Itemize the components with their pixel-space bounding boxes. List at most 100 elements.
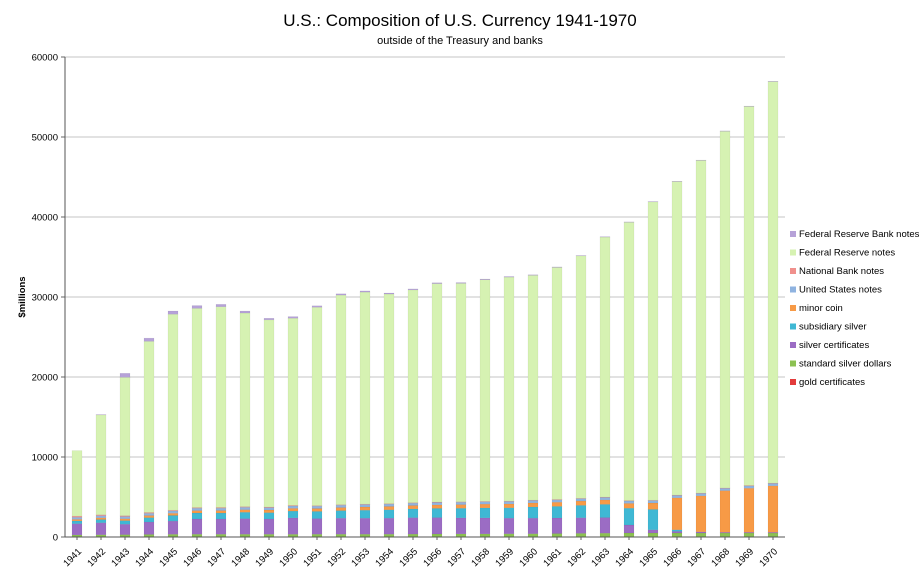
bar-segment <box>119 520 131 525</box>
bar-segment <box>575 500 587 506</box>
bar-segment <box>743 532 755 538</box>
chart-title: U.S.: Composition of U.S. Currency 1941-… <box>283 11 636 30</box>
bar-segment <box>95 414 107 516</box>
bar-segment <box>623 507 635 526</box>
x-tick-label: 1970 <box>757 546 780 569</box>
bar-segment <box>359 509 371 519</box>
bar-segment <box>335 294 347 505</box>
bar-segment <box>479 279 491 502</box>
bar-segment <box>407 288 419 291</box>
x-tick-label: 1943 <box>109 546 132 569</box>
bar-segment <box>479 533 491 538</box>
bar-segment <box>455 533 467 537</box>
bar-segment <box>479 501 491 505</box>
bar-segment <box>695 532 707 538</box>
bar-segment <box>767 532 779 538</box>
bar-segment <box>167 310 179 315</box>
bar-segment <box>503 276 515 278</box>
bar-segment <box>335 510 347 519</box>
legend-swatch <box>790 231 796 237</box>
legend-label: gold certificates <box>799 377 865 388</box>
bar-segment <box>167 512 179 516</box>
x-tick-label: 1958 <box>469 546 492 569</box>
bar-segment <box>551 499 563 503</box>
bar-segment <box>599 497 611 501</box>
bar-segment <box>359 290 371 293</box>
bar-segment <box>407 505 419 510</box>
bar-segment <box>215 512 227 520</box>
x-tick-label: 1953 <box>349 546 372 569</box>
bar-segment <box>239 509 251 513</box>
x-tick-label: 1941 <box>61 546 84 569</box>
bar-segment <box>191 512 203 520</box>
x-tick-label: 1959 <box>493 546 516 569</box>
bar-segment <box>95 534 107 537</box>
legend-label: minor coin <box>799 303 843 314</box>
bar-segment <box>95 519 107 524</box>
bar-segment <box>599 499 611 505</box>
bar-segment <box>719 490 731 533</box>
x-axis-ticks: 1941 1942 1943 1944 1945 1946 1947 1948 1949 1950… <box>61 537 780 569</box>
legend-item: silver certificates <box>790 340 869 351</box>
bar-segment <box>263 319 275 508</box>
bar-segment <box>263 506 275 508</box>
bar-segment <box>503 517 515 535</box>
legend-swatch <box>790 305 796 311</box>
bar-segment <box>215 306 227 508</box>
bar-segment <box>575 255 587 499</box>
bar-segment <box>311 508 323 512</box>
x-tick-label: 1950 <box>277 546 300 569</box>
bar-segment <box>623 532 635 538</box>
bar-segment <box>431 283 443 503</box>
bar-segment <box>695 493 707 497</box>
bar-segment <box>191 510 203 514</box>
bar-segment <box>191 507 203 511</box>
bar-segment <box>431 533 443 537</box>
x-tick-label: 1968 <box>709 546 732 569</box>
bar-segment <box>671 532 683 538</box>
bar-segment <box>623 524 635 534</box>
bar-segment <box>575 533 587 538</box>
bar-segment <box>383 517 395 535</box>
legend-swatch <box>790 268 796 274</box>
bar-segment <box>167 515 179 522</box>
bar-segment <box>215 510 227 514</box>
bar-segment <box>527 274 539 276</box>
bar-segment <box>503 507 515 519</box>
bar-segment <box>239 511 251 519</box>
bar-segment <box>263 317 275 321</box>
bar-segment <box>287 517 299 535</box>
bar-segment <box>167 313 179 511</box>
x-tick-label: 1945 <box>157 546 180 569</box>
bar-segment <box>359 504 371 508</box>
bar-segment <box>623 221 635 501</box>
bar-segment <box>767 485 779 533</box>
legend-label: silver certificates <box>799 340 869 351</box>
bar-segment <box>311 306 323 506</box>
bar-segment <box>311 518 323 535</box>
x-tick-label: 1961 <box>541 546 564 569</box>
bar-segment <box>551 533 563 538</box>
bar-segment <box>143 515 155 518</box>
bar-segment <box>455 283 467 503</box>
bar-segment <box>695 495 707 533</box>
bar-segment <box>575 498 587 502</box>
legend-label: United States notes <box>799 285 882 296</box>
legend-label: National Bank notes <box>799 266 884 277</box>
bar-segment <box>263 507 275 511</box>
bar-segment <box>599 517 611 534</box>
bar-segment <box>719 487 731 491</box>
bar-segment <box>239 507 251 510</box>
x-tick-label: 1955 <box>397 546 420 569</box>
y-tick-label: 10000 <box>32 453 58 464</box>
x-tick-label: 1952 <box>325 546 348 569</box>
bar-segment <box>287 510 299 519</box>
x-tick-label: 1956 <box>421 546 444 569</box>
bar-segment <box>287 316 299 319</box>
gridlines <box>65 56 785 458</box>
bar-segment <box>503 533 515 538</box>
legend-label: subsidiary silver <box>799 322 867 333</box>
bar-segment <box>383 509 395 519</box>
x-tick-label: 1967 <box>685 546 708 569</box>
